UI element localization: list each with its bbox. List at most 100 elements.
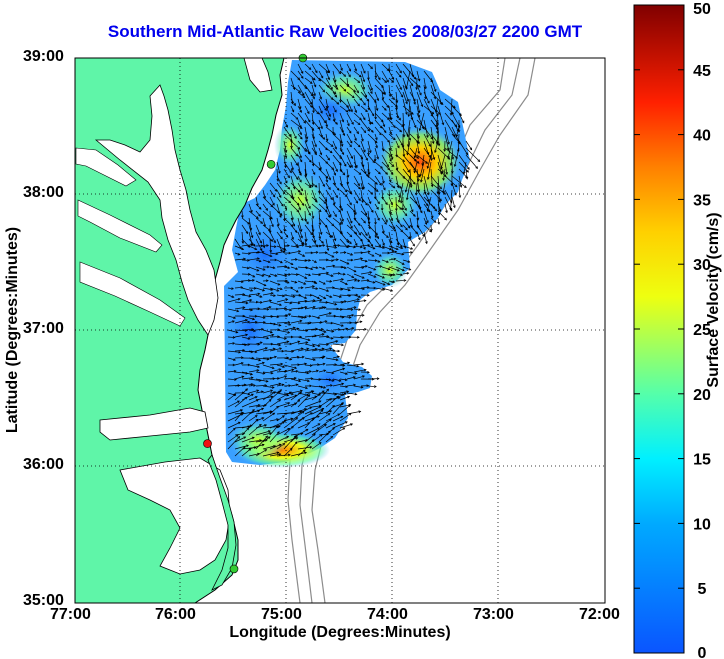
velocity-vector bbox=[325, 252, 334, 258]
velocity-vector bbox=[276, 336, 287, 340]
velocity-vector-head bbox=[253, 384, 257, 387]
velocity-vector-head bbox=[310, 390, 314, 393]
velocity-vector bbox=[311, 154, 314, 166]
velocity-vector-head bbox=[357, 144, 361, 148]
velocity-vector bbox=[290, 273, 299, 275]
velocity-vector-head bbox=[261, 407, 265, 411]
velocity-vector bbox=[360, 91, 370, 102]
velocity-vector-head bbox=[299, 229, 303, 232]
velocity-vector bbox=[353, 168, 362, 175]
velocity-vector-head bbox=[334, 109, 337, 113]
velocity-vector bbox=[290, 196, 300, 206]
velocity-vector bbox=[269, 182, 277, 192]
velocity-vector bbox=[255, 328, 264, 331]
velocity-vector-head bbox=[389, 240, 393, 244]
velocity-vector-head bbox=[407, 236, 411, 240]
velocity-vector-head bbox=[291, 392, 295, 396]
velocity-vector bbox=[339, 328, 348, 331]
velocity-vector-head bbox=[366, 175, 370, 179]
velocity-vector bbox=[276, 231, 283, 240]
velocity-vector-head bbox=[446, 147, 450, 151]
velocity-vector bbox=[283, 203, 287, 210]
velocity-vector-head bbox=[289, 170, 292, 174]
velocity-vector-head bbox=[342, 133, 345, 137]
colorbar-tick-label: 45 bbox=[693, 63, 711, 80]
velocity-vector-head bbox=[269, 356, 273, 360]
velocity-vector bbox=[283, 119, 288, 128]
velocity-vector bbox=[346, 376, 356, 380]
velocity-vector-head bbox=[312, 344, 316, 348]
velocity-vector-head bbox=[347, 123, 350, 127]
velocity-vector bbox=[311, 315, 320, 319]
velocity-vector-head bbox=[355, 200, 358, 204]
velocity-vector bbox=[304, 140, 311, 155]
velocity-vector-head bbox=[345, 385, 349, 389]
velocity-vector bbox=[304, 299, 316, 303]
velocity-vector bbox=[451, 119, 460, 132]
velocity-vector bbox=[325, 413, 340, 422]
velocity-vector bbox=[297, 98, 301, 109]
velocity-vector bbox=[346, 252, 353, 256]
velocity-vector bbox=[409, 231, 411, 239]
velocity-vector bbox=[381, 112, 390, 120]
velocity-vector bbox=[325, 175, 328, 183]
velocity-vector-head bbox=[295, 383, 299, 387]
velocity-vector-head bbox=[379, 125, 383, 129]
velocity-vector bbox=[304, 161, 307, 176]
velocity-vector-head bbox=[335, 251, 339, 254]
velocity-vector bbox=[234, 388, 248, 401]
velocity-vector bbox=[367, 126, 374, 133]
velocity-vector-head bbox=[389, 148, 392, 151]
velocity-vector bbox=[423, 224, 432, 233]
velocity-vector-head bbox=[339, 162, 342, 166]
velocity-vector bbox=[318, 140, 328, 151]
velocity-vector bbox=[374, 203, 379, 210]
velocity-vector-head bbox=[458, 195, 462, 199]
velocity-vector-head bbox=[433, 89, 437, 92]
velocity-vector-head bbox=[322, 184, 325, 188]
velocity-vector bbox=[311, 231, 316, 243]
velocity-vector bbox=[444, 98, 456, 109]
velocity-vector-head bbox=[357, 122, 361, 126]
velocity-vector-head bbox=[397, 199, 401, 203]
velocity-vector-head bbox=[312, 305, 316, 309]
velocity-vector bbox=[339, 378, 348, 381]
x-tick-label: 73:00 bbox=[473, 606, 514, 623]
velocity-vector bbox=[346, 364, 359, 367]
colorbar-tick-label: 5 bbox=[698, 581, 707, 598]
velocity-vector bbox=[353, 84, 359, 93]
velocity-vector-head bbox=[383, 92, 386, 96]
velocity-vector-head bbox=[318, 236, 322, 240]
velocity-vector bbox=[241, 399, 259, 408]
velocity-vector bbox=[325, 98, 329, 109]
velocity-vector-head bbox=[407, 114, 411, 118]
velocity-vector-head bbox=[376, 98, 380, 102]
velocity-vector-head bbox=[323, 386, 327, 389]
velocity-vector-head bbox=[309, 384, 313, 388]
velocity-vector-head bbox=[312, 77, 316, 81]
velocity-vector bbox=[332, 402, 344, 415]
velocity-vector bbox=[234, 238, 242, 249]
velocity-vector-head bbox=[451, 156, 455, 160]
potomac-river bbox=[75, 147, 137, 187]
velocity-vector-head bbox=[279, 212, 283, 216]
velocity-vector-head bbox=[389, 211, 392, 215]
velocity-vector bbox=[346, 126, 352, 134]
velocity-vector bbox=[346, 278, 357, 282]
radar-station-marker bbox=[229, 564, 239, 574]
velocity-vector bbox=[360, 286, 369, 289]
velocity-vector-head bbox=[329, 398, 333, 401]
velocity-vector-head bbox=[335, 358, 339, 362]
velocity-vector bbox=[367, 119, 374, 125]
velocity-vector-head bbox=[299, 173, 302, 176]
velocity-vector bbox=[262, 412, 275, 422]
velocity-vector bbox=[367, 203, 374, 213]
velocity-vector bbox=[388, 119, 396, 128]
velocity-vector bbox=[360, 189, 364, 203]
velocity-vector-head bbox=[374, 222, 377, 225]
velocity-vector bbox=[269, 245, 277, 248]
velocity-vector-head bbox=[477, 159, 481, 163]
velocity-vector bbox=[367, 84, 373, 94]
velocity-vector bbox=[304, 84, 314, 97]
